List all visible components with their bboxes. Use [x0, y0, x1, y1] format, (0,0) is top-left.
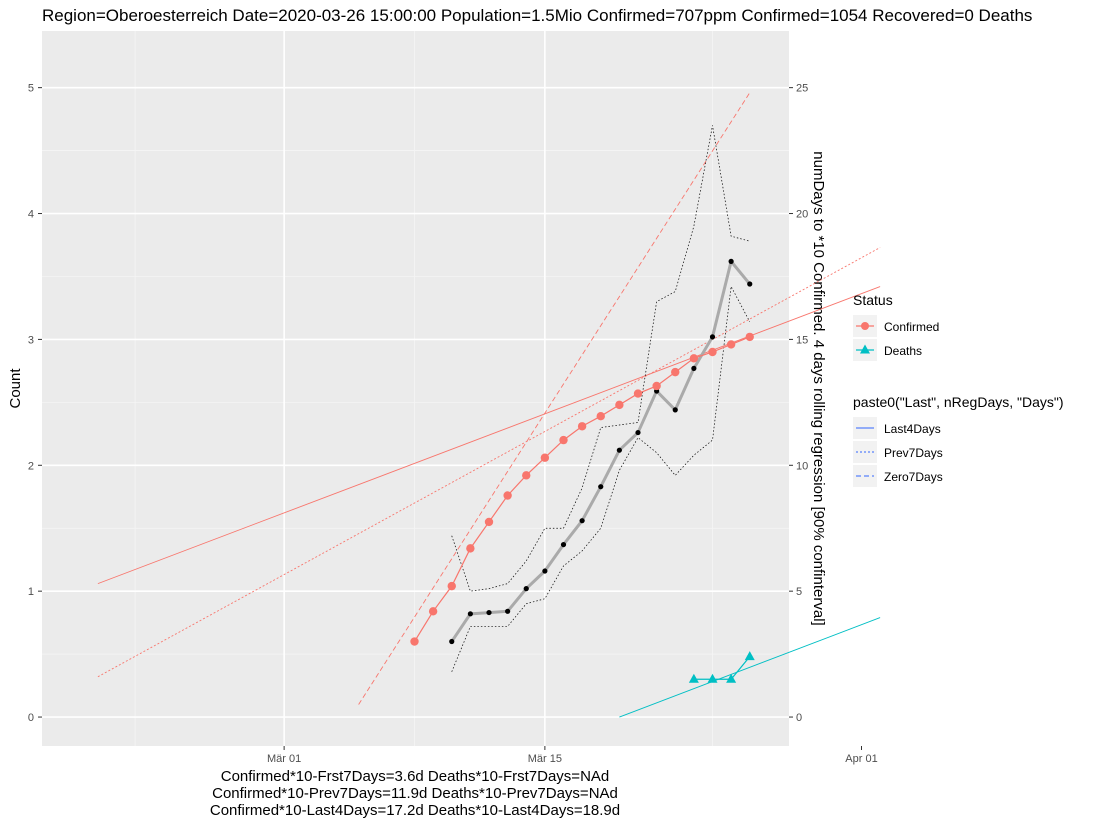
confirmed-point	[726, 340, 736, 349]
rolling-point	[523, 586, 529, 592]
confirmed-point	[522, 471, 531, 480]
deaths-point	[744, 651, 755, 661]
confirmed-point	[689, 354, 699, 363]
y-tick-label: 0	[28, 712, 34, 724]
x-axis-label-line-3: Confirmed*10-Last4Days=17.2d Deaths*10-L…	[209, 802, 621, 819]
confirmed-point	[484, 517, 494, 527]
rolling-point	[691, 365, 697, 371]
confirmed-point	[671, 367, 680, 377]
y2-tick-label: 5	[796, 586, 802, 598]
confirmed-point	[428, 607, 438, 616]
deaths-point	[688, 673, 699, 683]
confirmed-point	[708, 347, 717, 357]
x-axis-label-line-2: Confirmed*10-Prev7Days=11.9d Deaths*10-P…	[212, 785, 618, 802]
legend-regression-title: paste0("Last", nRegDays, "Days")	[853, 394, 1064, 410]
legend-item-confirmed: Confirmed	[884, 320, 940, 334]
rolling-point	[449, 638, 455, 645]
rolling-point	[542, 568, 548, 574]
rolling-point	[728, 258, 734, 264]
rolling-point	[560, 541, 567, 548]
rolling-point	[709, 334, 716, 340]
x-tick-label: Mär 15	[528, 753, 562, 765]
confirmed-point	[633, 389, 643, 398]
x-tick-label: Mär 01	[267, 753, 301, 765]
rolling-point	[598, 484, 604, 490]
legend-item-prev7days: Prev7Days	[884, 446, 943, 460]
regression-line-last4days	[619, 617, 881, 718]
confirmed-point	[466, 544, 475, 553]
rolling-point	[616, 447, 622, 453]
rolling-point	[505, 608, 511, 614]
rolling-lower-ci	[451, 285, 751, 672]
rolling-point	[486, 609, 492, 616]
plot-panel	[42, 31, 789, 746]
legend-item-deaths: Deaths	[884, 344, 923, 358]
confirmed-point	[615, 400, 624, 410]
y2-tick-label: 25	[796, 83, 808, 95]
rolling-point	[635, 429, 641, 436]
legend-status-title: Status	[853, 292, 893, 308]
y-tick-label: 4	[28, 209, 34, 221]
rolling-point	[467, 611, 473, 617]
x-axis-label-line-1: Confirmed*10-Frst7Days=3.6d Deaths*10-Fr…	[220, 768, 610, 785]
x-tick-label: Apr 01	[845, 753, 877, 765]
legend-item-zero7days: Zero7Days	[884, 470, 943, 484]
y2-tick-label: 10	[796, 460, 808, 472]
y-tick-label: 3	[28, 334, 34, 346]
legend-key-deaths-point	[860, 344, 870, 354]
rolling-point	[579, 518, 585, 524]
legend-key-confirmed-point	[861, 322, 869, 330]
chart-title: Region=Oberoesterreich Date=2020-03-26 1…	[42, 6, 1033, 25]
y2-tick-label: 0	[796, 712, 802, 724]
confirmed-point	[745, 332, 754, 342]
y-tick-label: 2	[28, 460, 34, 472]
confirmed-point	[540, 453, 550, 462]
deaths-point	[726, 673, 737, 683]
confirmed-point	[447, 581, 456, 591]
rolling-point	[747, 281, 753, 287]
y-axis-title: Count	[7, 368, 24, 409]
confirmed-point	[410, 637, 419, 646]
deaths-point	[707, 673, 718, 683]
confirmed-point	[577, 422, 587, 431]
confirmed-point	[596, 411, 605, 421]
y2-tick-label: 20	[796, 209, 808, 221]
regression-line-zero7days	[358, 92, 751, 705]
legend-item-last4days: Last4Days	[884, 422, 941, 436]
confirmed-point	[503, 491, 512, 500]
y2-tick-label: 15	[796, 334, 808, 346]
confirmed-point	[559, 435, 568, 445]
y-tick-label: 1	[28, 586, 34, 598]
deaths-line	[693, 656, 751, 680]
confirmed-point	[652, 381, 661, 391]
y2-axis-title: numDays to *10 Confirmed. 4 days rolling…	[810, 151, 827, 625]
regression-line-prev7days	[97, 247, 881, 678]
rolling-point	[672, 407, 678, 413]
y-tick-label: 5	[28, 83, 34, 95]
